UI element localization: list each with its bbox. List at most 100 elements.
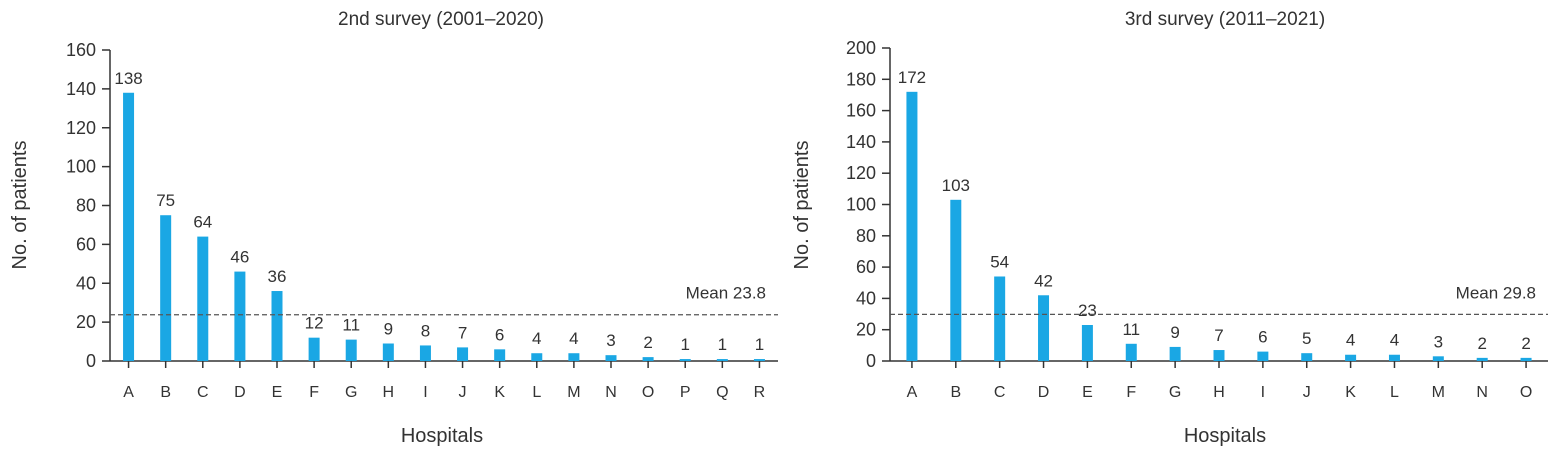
x-tick-label: F bbox=[1126, 384, 1136, 401]
x-tick-label: G bbox=[345, 384, 357, 401]
x-tick-label: F bbox=[309, 384, 319, 401]
data-label-A: 172 bbox=[898, 68, 926, 87]
bar-K bbox=[494, 349, 506, 361]
bar-Q bbox=[716, 359, 728, 361]
x-tick-label: N bbox=[1476, 384, 1488, 401]
bar-K bbox=[1345, 354, 1357, 361]
x-tick-label: O bbox=[642, 384, 654, 401]
x-tick-label: N bbox=[605, 384, 617, 401]
data-label-C: 64 bbox=[193, 213, 212, 232]
bar-G bbox=[345, 339, 357, 361]
bar-chart-3rd-survey: 3rd survey (2011–2021) No. of patients H… bbox=[791, 9, 1548, 447]
y-tick-label: 100 bbox=[66, 157, 96, 177]
x-tick-label: R bbox=[754, 384, 766, 401]
y-tick-label: 20 bbox=[76, 312, 96, 332]
data-label-G: 9 bbox=[1170, 323, 1179, 342]
data-label-O: 2 bbox=[643, 333, 652, 352]
data-label-D: 46 bbox=[230, 248, 249, 267]
data-label-F: 11 bbox=[1122, 320, 1140, 339]
bar-D bbox=[1038, 295, 1050, 361]
y-tick-label: 100 bbox=[846, 195, 876, 215]
bar-C bbox=[994, 276, 1006, 361]
data-label-D: 42 bbox=[1034, 271, 1053, 290]
data-label-C: 54 bbox=[990, 252, 1009, 271]
data-label-P: 1 bbox=[680, 335, 689, 354]
chart-title: 3rd survey (2011–2021) bbox=[1125, 9, 1325, 30]
data-label-R: 1 bbox=[755, 335, 764, 354]
data-label-H: 7 bbox=[1214, 326, 1223, 345]
x-tick-label: B bbox=[160, 384, 171, 401]
data-label-L: 4 bbox=[1390, 331, 1399, 350]
y-tick-label: 80 bbox=[76, 196, 96, 216]
x-tick-label: O bbox=[1520, 384, 1532, 401]
data-label-I: 8 bbox=[421, 321, 430, 340]
data-label-O: 2 bbox=[1521, 334, 1530, 353]
bar-M bbox=[1432, 356, 1444, 361]
x-tick-label: J bbox=[459, 384, 467, 401]
bar-L bbox=[531, 353, 543, 361]
y-tick-label: 180 bbox=[846, 69, 876, 89]
x-tick-label: J bbox=[1303, 384, 1311, 401]
y-tick-label: 20 bbox=[856, 320, 876, 340]
x-tick-label: P bbox=[680, 384, 691, 401]
x-tick-label: A bbox=[123, 384, 134, 401]
x-tick-label: C bbox=[197, 384, 209, 401]
x-tick-label: D bbox=[234, 384, 246, 401]
y-tick-label: 120 bbox=[66, 118, 96, 138]
data-label-K: 4 bbox=[1346, 331, 1355, 350]
data-label-Q: 1 bbox=[718, 335, 727, 354]
y-tick-label: 120 bbox=[846, 163, 876, 183]
bar-chart-2nd-survey: 2nd survey (2001–2020) No. of patients H… bbox=[9, 9, 778, 447]
x-tick-label: I bbox=[1261, 384, 1265, 401]
chart-panel-3rd-survey: 3rd survey (2011–2021) No. of patients H… bbox=[782, 0, 1564, 454]
bar-E bbox=[1081, 325, 1093, 361]
data-label-H: 9 bbox=[384, 320, 393, 339]
bar-I bbox=[419, 345, 431, 361]
y-tick-label: 60 bbox=[76, 234, 96, 254]
data-label-B: 75 bbox=[156, 191, 175, 210]
y-tick-label: 40 bbox=[856, 288, 876, 308]
data-label-M: 3 bbox=[1434, 332, 1443, 351]
bar-O bbox=[642, 357, 654, 361]
data-label-E: 36 bbox=[268, 267, 287, 286]
bar-I bbox=[1257, 351, 1269, 361]
data-label-K: 6 bbox=[495, 325, 504, 344]
x-axis-label: Hospitals bbox=[1184, 425, 1266, 447]
data-label-G: 11 bbox=[342, 316, 360, 335]
data-label-N: 3 bbox=[606, 331, 615, 350]
y-tick-label: 160 bbox=[846, 101, 876, 121]
y-tick-label: 160 bbox=[66, 40, 96, 60]
x-tick-label: B bbox=[950, 384, 961, 401]
x-tick-label: K bbox=[494, 384, 505, 401]
x-tick-label: D bbox=[1038, 384, 1050, 401]
data-label-M: 4 bbox=[569, 329, 578, 348]
data-label-I: 6 bbox=[1258, 328, 1267, 347]
data-label-B: 103 bbox=[942, 176, 970, 195]
x-tick-label: I bbox=[423, 384, 427, 401]
bar-N bbox=[605, 355, 617, 361]
x-tick-label: H bbox=[383, 384, 395, 401]
bar-H bbox=[1213, 350, 1225, 361]
mean-label: Mean 29.8 bbox=[1456, 283, 1536, 302]
x-tick-label: Q bbox=[716, 384, 728, 401]
bar-A bbox=[906, 91, 918, 361]
bar-C bbox=[197, 236, 209, 361]
bar-H bbox=[382, 343, 394, 361]
mean-label: Mean 23.8 bbox=[686, 284, 766, 303]
y-tick-label: 60 bbox=[856, 257, 876, 277]
chart-title: 2nd survey (2001–2020) bbox=[338, 9, 544, 30]
bar-F bbox=[1125, 343, 1137, 361]
x-tick-label: M bbox=[1432, 384, 1445, 401]
x-tick-label: E bbox=[1082, 384, 1093, 401]
bar-M bbox=[568, 353, 580, 361]
y-axis-label: No. of patients bbox=[9, 141, 31, 270]
data-label-J: 5 bbox=[1302, 329, 1311, 348]
bar-P bbox=[679, 359, 691, 361]
y-tick-label: 40 bbox=[76, 273, 96, 293]
x-tick-label: C bbox=[994, 384, 1006, 401]
bar-B bbox=[160, 215, 172, 361]
bar-N bbox=[1476, 357, 1488, 361]
x-axis-label: Hospitals bbox=[401, 425, 483, 447]
y-tick-label: 0 bbox=[866, 351, 876, 371]
chart-panel-2nd-survey: 2nd survey (2001–2020) No. of patients H… bbox=[9, 9, 778, 447]
